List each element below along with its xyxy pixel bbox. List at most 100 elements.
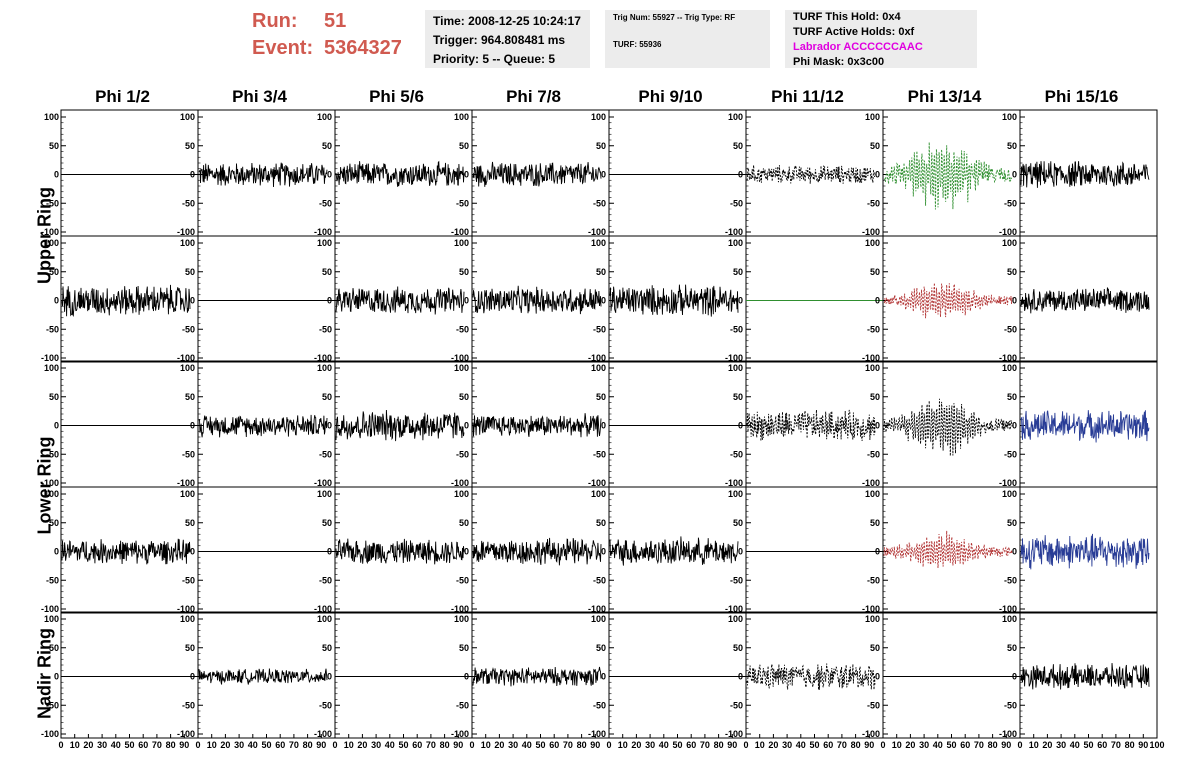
- y-tick-label: -50: [456, 700, 469, 710]
- x-tick-label: 60: [1097, 740, 1107, 750]
- trace-r4-c1: [198, 668, 328, 685]
- x-tick-label: 60: [686, 740, 696, 750]
- y-tick-label: -50: [867, 700, 880, 710]
- y-tick-label: 100: [317, 489, 332, 499]
- y-tick-label: 0: [738, 170, 743, 180]
- col-header-phi-11-12: Phi 11/12: [771, 87, 844, 106]
- x-tick-label: 50: [946, 740, 956, 750]
- y-tick-label: -50: [182, 700, 195, 710]
- panel-frame: [197, 235, 336, 363]
- y-tick-label: 100: [1002, 614, 1017, 624]
- x-tick-label: 80: [851, 740, 861, 750]
- x-tick-label: 100: [1149, 740, 1164, 750]
- y-tick-label: 0: [738, 421, 743, 431]
- x-tick-label: 70: [837, 740, 847, 750]
- x-tick-label: 80: [714, 740, 724, 750]
- trigger-info-box: Trig Num: 55927 -- Trig Type: RF TURF: 5…: [605, 10, 770, 68]
- y-tick-label: -100: [588, 604, 606, 614]
- y-tick-label: 50: [322, 518, 332, 528]
- col-header-phi-1-2: Phi 1/2: [95, 87, 150, 106]
- x-tick-label: 90: [864, 740, 874, 750]
- x-tick-label: 0: [332, 740, 337, 750]
- y-tick-label: 50: [1007, 141, 1017, 151]
- x-tick-label: 10: [70, 740, 80, 750]
- x-tick-label: 40: [248, 740, 258, 750]
- y-tick-label: -50: [593, 449, 606, 459]
- y-tick-label: -100: [588, 729, 606, 739]
- y-tick-label: 50: [185, 392, 195, 402]
- trace-r4-c7: [1020, 663, 1150, 690]
- y-tick-label: 0: [190, 421, 195, 431]
- y-tick-label: 0: [327, 547, 332, 557]
- x-tick-label: 90: [453, 740, 463, 750]
- y-tick-label: 100: [317, 238, 332, 248]
- x-tick-label: 30: [508, 740, 518, 750]
- y-tick-label: 50: [596, 141, 606, 151]
- x-tick-label: 20: [83, 740, 93, 750]
- x-tick-label: 80: [577, 740, 587, 750]
- y-tick-label: -100: [588, 227, 606, 237]
- y-tick-label: 100: [1002, 489, 1017, 499]
- y-tick-label: 100: [454, 489, 469, 499]
- x-tick-label: 80: [988, 740, 998, 750]
- x-tick-label: 40: [659, 740, 669, 750]
- y-tick-label: -50: [593, 575, 606, 585]
- x-tick-label: 0: [58, 740, 63, 750]
- x-tick-label: 0: [743, 740, 748, 750]
- y-tick-label: -50: [46, 198, 59, 208]
- y-tick-label: 0: [190, 672, 195, 682]
- y-tick-label: -50: [867, 198, 880, 208]
- panel-frame: [60, 611, 199, 739]
- col-header-phi-13-14: Phi 13/14: [907, 87, 982, 106]
- panel-frame: [60, 360, 199, 488]
- y-tick-label: -50: [456, 449, 469, 459]
- x-tick-label: 70: [563, 740, 573, 750]
- x-tick-label: 50: [398, 740, 408, 750]
- trace-r3-c0: [61, 538, 191, 565]
- y-tick-label: -50: [46, 700, 59, 710]
- y-tick-label: 50: [185, 267, 195, 277]
- panel-frame: [745, 486, 884, 614]
- trace-r2-c2: [335, 409, 465, 442]
- trace-r1-c6: [883, 282, 1013, 319]
- trigger-text: Trigger: 964.808481 ms: [433, 33, 566, 47]
- x-tick-label: 20: [220, 740, 230, 750]
- panel-frame: [882, 360, 1021, 488]
- x-tick-label: 20: [357, 740, 367, 750]
- y-tick-label: -100: [451, 604, 469, 614]
- y-tick-label: -100: [177, 604, 195, 614]
- y-tick-label: 100: [865, 614, 880, 624]
- labrador-text: Labrador ACCCCCCAAC: [793, 41, 923, 53]
- event-label: Event:: [252, 37, 314, 59]
- y-tick-label: 0: [875, 421, 880, 431]
- y-tick-label: 0: [1012, 170, 1017, 180]
- y-tick-label: -50: [593, 198, 606, 208]
- y-tick-label: 0: [875, 547, 880, 557]
- panel-frame: [882, 235, 1021, 363]
- priority-text: Priority: 5 -- Queue: 5: [433, 52, 556, 66]
- y-tick-label: 0: [190, 296, 195, 306]
- y-tick-label: 0: [1012, 672, 1017, 682]
- x-tick-label: 50: [1083, 740, 1093, 750]
- trace-r0-c2: [335, 160, 465, 187]
- y-tick-label: -50: [456, 575, 469, 585]
- y-tick-label: -50: [319, 700, 332, 710]
- y-tick-label: 0: [327, 296, 332, 306]
- trace-r1-c4: [609, 284, 739, 317]
- y-tick-label: 100: [1002, 112, 1017, 122]
- y-tick-label: -50: [319, 575, 332, 585]
- y-tick-label: 50: [322, 392, 332, 402]
- x-tick-label: 80: [303, 740, 313, 750]
- y-tick-label: -100: [451, 353, 469, 363]
- y-tick-label: 0: [54, 547, 59, 557]
- trace-r3-c4: [609, 536, 739, 566]
- y-tick-label: 100: [454, 112, 469, 122]
- y-tick-label: 0: [601, 547, 606, 557]
- trace-r4-c3: [472, 666, 602, 687]
- y-tick-label: 100: [1002, 238, 1017, 248]
- y-tick-label: -100: [451, 729, 469, 739]
- panel-frame: [882, 109, 1021, 237]
- x-tick-label: 20: [494, 740, 504, 750]
- y-tick-label: -50: [1004, 700, 1017, 710]
- y-tick-label: 100: [44, 238, 59, 248]
